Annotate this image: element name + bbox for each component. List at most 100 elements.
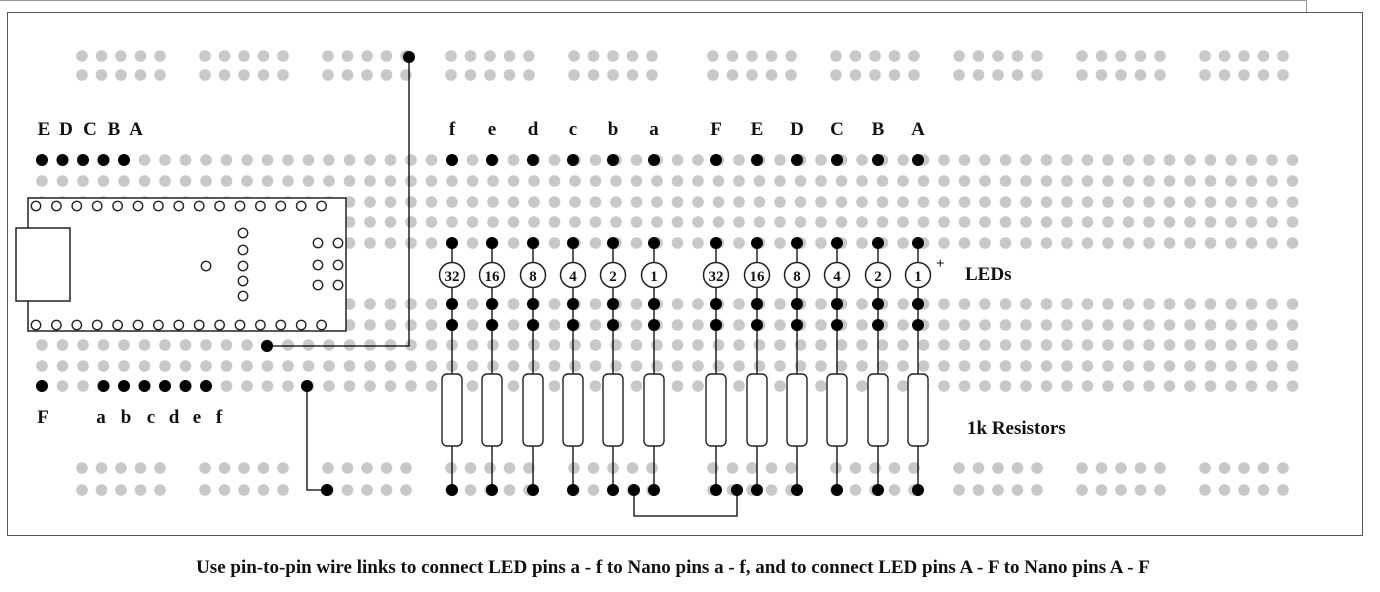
breadboard-hole <box>507 360 520 372</box>
breadboard-hole <box>630 319 643 331</box>
rail-hole <box>154 69 166 81</box>
breadboard-hole <box>671 339 684 351</box>
breadboard-hole <box>569 339 581 351</box>
breadboard-hole <box>1204 175 1217 187</box>
breadboard-hole <box>938 196 950 208</box>
breadboard-hole <box>548 216 561 228</box>
breadboard-hole <box>1143 360 1155 372</box>
breadboard-hole <box>1225 196 1237 208</box>
led <box>702 261 730 289</box>
led-value: 4 <box>569 269 577 285</box>
nano-pad <box>237 244 249 256</box>
breadboard-hole <box>979 237 991 249</box>
breadboard-hole <box>36 175 48 187</box>
breadboard-hole <box>138 339 151 351</box>
breadboard-hole <box>774 175 786 187</box>
rail-hole <box>1154 50 1166 62</box>
nano-header-pin <box>112 200 124 212</box>
breadboard-hole <box>876 339 889 351</box>
rail-hole <box>134 69 147 81</box>
breadboard-hole <box>425 298 438 310</box>
nano-header-pin <box>295 200 307 212</box>
breadboard-hole <box>733 216 745 228</box>
breadboard-hole <box>302 175 315 187</box>
rail-hole <box>238 462 250 474</box>
resistors-label: 1k Resistors <box>967 418 1066 439</box>
nano-header-pin <box>214 200 226 212</box>
breadboard-hole <box>507 298 520 310</box>
breadboard-hole <box>630 175 643 187</box>
rail-hole <box>154 484 166 496</box>
breadboard-hole <box>671 154 684 166</box>
breadboard-hole <box>364 237 376 249</box>
breadboard-hole <box>220 175 233 187</box>
breadboard-hole <box>1163 319 1176 331</box>
breadboard-hole <box>1225 154 1237 166</box>
connected-pin <box>831 319 843 331</box>
breadboard-hole <box>1266 175 1278 187</box>
breadboard-hole <box>1266 196 1278 208</box>
led-pin-label: f <box>449 119 456 140</box>
nano-bottom-pin-label: F <box>37 407 49 428</box>
nano-bottom-pin <box>200 380 212 392</box>
breadboard-hole <box>1286 237 1299 249</box>
resistor <box>602 373 624 447</box>
breadboard-hole <box>364 380 376 392</box>
breadboard-hole <box>958 196 971 208</box>
resistor <box>522 373 544 447</box>
breadboard-hole <box>548 298 561 310</box>
led-pin-label: B <box>872 119 885 140</box>
rail-hole <box>869 50 881 62</box>
breadboard-hole <box>425 216 438 228</box>
connected-pin <box>912 319 924 331</box>
breadboard-hole <box>241 175 253 187</box>
connected-pin <box>710 237 722 249</box>
breadboard-hole <box>200 360 212 372</box>
breadboard-hole <box>753 196 766 208</box>
breadboard-hole <box>1245 360 1258 372</box>
breadboard-hole <box>979 380 991 392</box>
breadboard-hole <box>610 339 622 351</box>
rail-hole <box>464 69 477 81</box>
rail-hole <box>908 69 920 81</box>
breadboard-hole <box>835 175 848 187</box>
nano-header-pin <box>112 319 124 331</box>
breadboard-hole <box>1040 380 1053 392</box>
rail-hole <box>257 462 270 474</box>
rail-hole <box>765 69 778 81</box>
breadboard-hole <box>1266 319 1278 331</box>
breadboard-hole <box>630 154 643 166</box>
breadboard-hole <box>815 154 827 166</box>
breadboard-hole <box>958 360 971 372</box>
nano-top-pin <box>77 154 89 166</box>
rail-hole <box>607 50 619 62</box>
rail-hole <box>568 69 580 81</box>
rail-hole <box>830 69 842 81</box>
rail-hole <box>1218 484 1231 496</box>
breadboard-hole <box>733 237 745 249</box>
breadboard-hole <box>1245 298 1258 310</box>
breadboard-hole <box>241 339 253 351</box>
connected-pin <box>486 237 498 249</box>
rail-hole <box>746 462 758 474</box>
breadboard-hole <box>692 175 704 187</box>
breadboard-hole <box>671 319 684 331</box>
rail-hole <box>218 50 231 62</box>
breadboard-hole <box>733 298 745 310</box>
nano-pad <box>312 259 324 271</box>
breadboard-hole <box>1020 380 1032 392</box>
breadboard-hole <box>56 339 69 351</box>
breadboard-hole <box>179 175 192 187</box>
breadboard-hole <box>671 360 684 372</box>
breadboard-hole <box>1143 319 1155 331</box>
breadboard-hole <box>1122 339 1135 351</box>
rail-hole <box>1218 69 1231 81</box>
nano-header-pin <box>30 319 42 331</box>
connected-pin <box>527 237 539 249</box>
rail-hole <box>1095 50 1108 62</box>
breadboard-hole <box>671 216 684 228</box>
rail-hole <box>1154 69 1166 81</box>
usb-connector <box>15 227 71 302</box>
breadboard-hole <box>856 360 868 372</box>
